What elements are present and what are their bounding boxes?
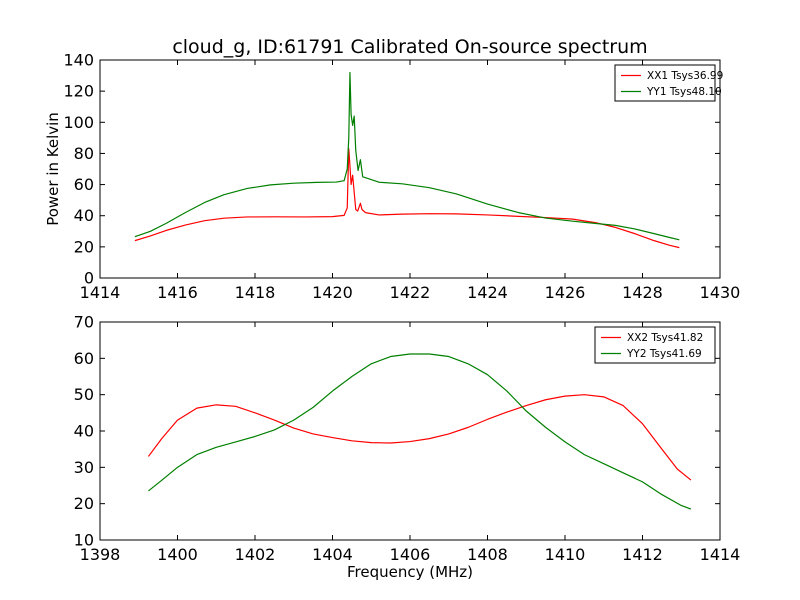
x-tick-label: 1408: [467, 545, 508, 564]
y-tick-label: 50: [74, 385, 94, 404]
y-tick-label: 20: [74, 237, 94, 256]
legend-entry: XX2 Tsys41.82: [627, 332, 703, 344]
series-line-yy2: [148, 353, 692, 510]
y-tick-label: 60: [74, 175, 94, 194]
y-tick-label: 70: [74, 313, 94, 332]
legend-box: [594, 326, 716, 364]
x-tick-label: 1400: [157, 545, 198, 564]
x-tick-label: 1414: [700, 545, 741, 564]
legend: XX2 Tsys41.82 YY2 Tsys41.69: [594, 326, 716, 364]
y-tick-label: 40: [74, 206, 94, 225]
legend-entry: XX1 Tsys36.99: [647, 70, 723, 82]
y-tick-label: 120: [63, 82, 94, 101]
x-tick-label: 1418: [235, 283, 276, 302]
y-tick-label: 40: [74, 422, 94, 441]
x-axis-label: Frequency (MHz): [347, 563, 473, 581]
legend-box: [614, 64, 716, 102]
x-tick-label: 1406: [390, 545, 431, 564]
y-tick-label: 100: [63, 113, 94, 132]
y-axis-label: Power in Kelvin: [44, 112, 62, 226]
x-tick-label: 1424: [467, 283, 508, 302]
x-tick-label: 1402: [235, 545, 276, 564]
x-tick-label: 1412: [622, 545, 663, 564]
legend-entry: YY2 Tsys41.69: [626, 348, 702, 360]
bottom-spectrum-panel: 1398 1400 1402 1404 1406 1408 1410 1412 1414 10 20…: [74, 313, 741, 582]
y-tick-label: 60: [74, 349, 94, 368]
figure-title: cloud_g, ID:61791 Calibrated On-source s…: [172, 36, 647, 58]
series-line-xx2: [147, 394, 692, 481]
y-tick-label: 0: [84, 269, 94, 288]
x-tick-label: 1414: [80, 283, 121, 302]
x-tick-label: 1404: [312, 545, 353, 564]
y-tick-label: 10: [74, 531, 94, 550]
top-spectrum-panel: 1414 1416 1418 1420 1422 1424 1426 1428 1430 0 20 4…: [44, 51, 740, 303]
x-tick-label: 1398: [80, 545, 121, 564]
x-tick-label: 1426: [545, 283, 586, 302]
x-tick-label: 1410: [545, 545, 586, 564]
legend-entry: YY1 Tsys48.10: [646, 86, 722, 98]
series-line-xx1: [134, 148, 680, 249]
y-tick-label: 140: [63, 51, 94, 70]
x-tick-label: 1422: [390, 283, 431, 302]
y-tick-label: 20: [74, 494, 94, 513]
x-tick-label: 1416: [157, 283, 198, 302]
y-tick-label: 30: [74, 458, 94, 477]
x-tick-label: 1430: [700, 283, 741, 302]
x-tick-label: 1428: [622, 283, 663, 302]
legend: XX1 Tsys36.99 YY1 Tsys48.10: [614, 64, 723, 102]
series-line-yy1: [134, 71, 680, 241]
x-tick-label: 1420: [312, 283, 353, 302]
y-tick-label: 80: [74, 144, 94, 163]
